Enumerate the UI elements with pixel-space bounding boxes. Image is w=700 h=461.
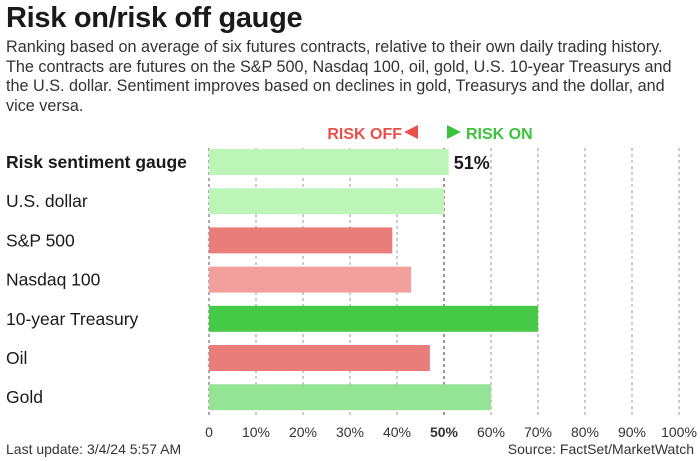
x-tick-label: 30%: [336, 424, 364, 440]
data-label: 51%: [454, 153, 490, 173]
x-tick-label: 90%: [618, 424, 646, 440]
bar: [209, 149, 449, 175]
bar: [209, 384, 491, 411]
chart-subtitle: Ranking based on average of six futures …: [6, 38, 672, 115]
x-tick-label: 50%: [430, 424, 459, 440]
x-tick-layer: 0 10% 20% 30% 40% 50% 60% 70% 80% 90% 100%: [205, 424, 697, 440]
category-label: Nasdaq 100: [6, 270, 101, 290]
x-tick-label: 70%: [524, 424, 552, 440]
x-tick-label: 80%: [571, 424, 599, 440]
x-tick-label: 0: [205, 424, 213, 440]
x-tick-label: 60%: [477, 424, 505, 440]
x-tick-label: 20%: [289, 424, 317, 440]
category-label: S&P 500: [6, 230, 75, 250]
category-label: U.S. dollar: [6, 191, 88, 211]
x-tick-label: 10%: [242, 424, 270, 440]
category-label: 10-year Treasury: [6, 309, 139, 329]
risk-legend: RISK OFF RISK ON: [327, 125, 533, 143]
risk-on-arrow-icon: [447, 125, 461, 139]
risk-off-arrow-icon: [404, 125, 418, 139]
bar: [209, 227, 393, 254]
category-label: Gold: [6, 387, 43, 407]
source-credit: Source: FactSet/MarketWatch: [507, 441, 694, 457]
risk-off-label: RISK OFF: [327, 126, 402, 143]
risk-on-label: RISK ON: [466, 126, 533, 143]
last-update: Last update: 3/4/24 5:57 AM: [6, 441, 182, 457]
bar: [209, 305, 538, 332]
bar-layer: [209, 149, 538, 411]
bar: [209, 188, 444, 215]
x-tick-label: 100%: [661, 424, 697, 440]
bar: [209, 266, 412, 293]
category-label: Risk sentiment gauge: [6, 152, 187, 172]
bar: [209, 345, 430, 371]
chart-title: Risk on/risk off gauge: [6, 2, 303, 34]
x-tick-label: 40%: [383, 424, 411, 440]
category-label-layer: Risk sentiment gauge 51% U.S. dollar S&P 50…: [6, 152, 490, 407]
category-label: Oil: [6, 348, 27, 368]
